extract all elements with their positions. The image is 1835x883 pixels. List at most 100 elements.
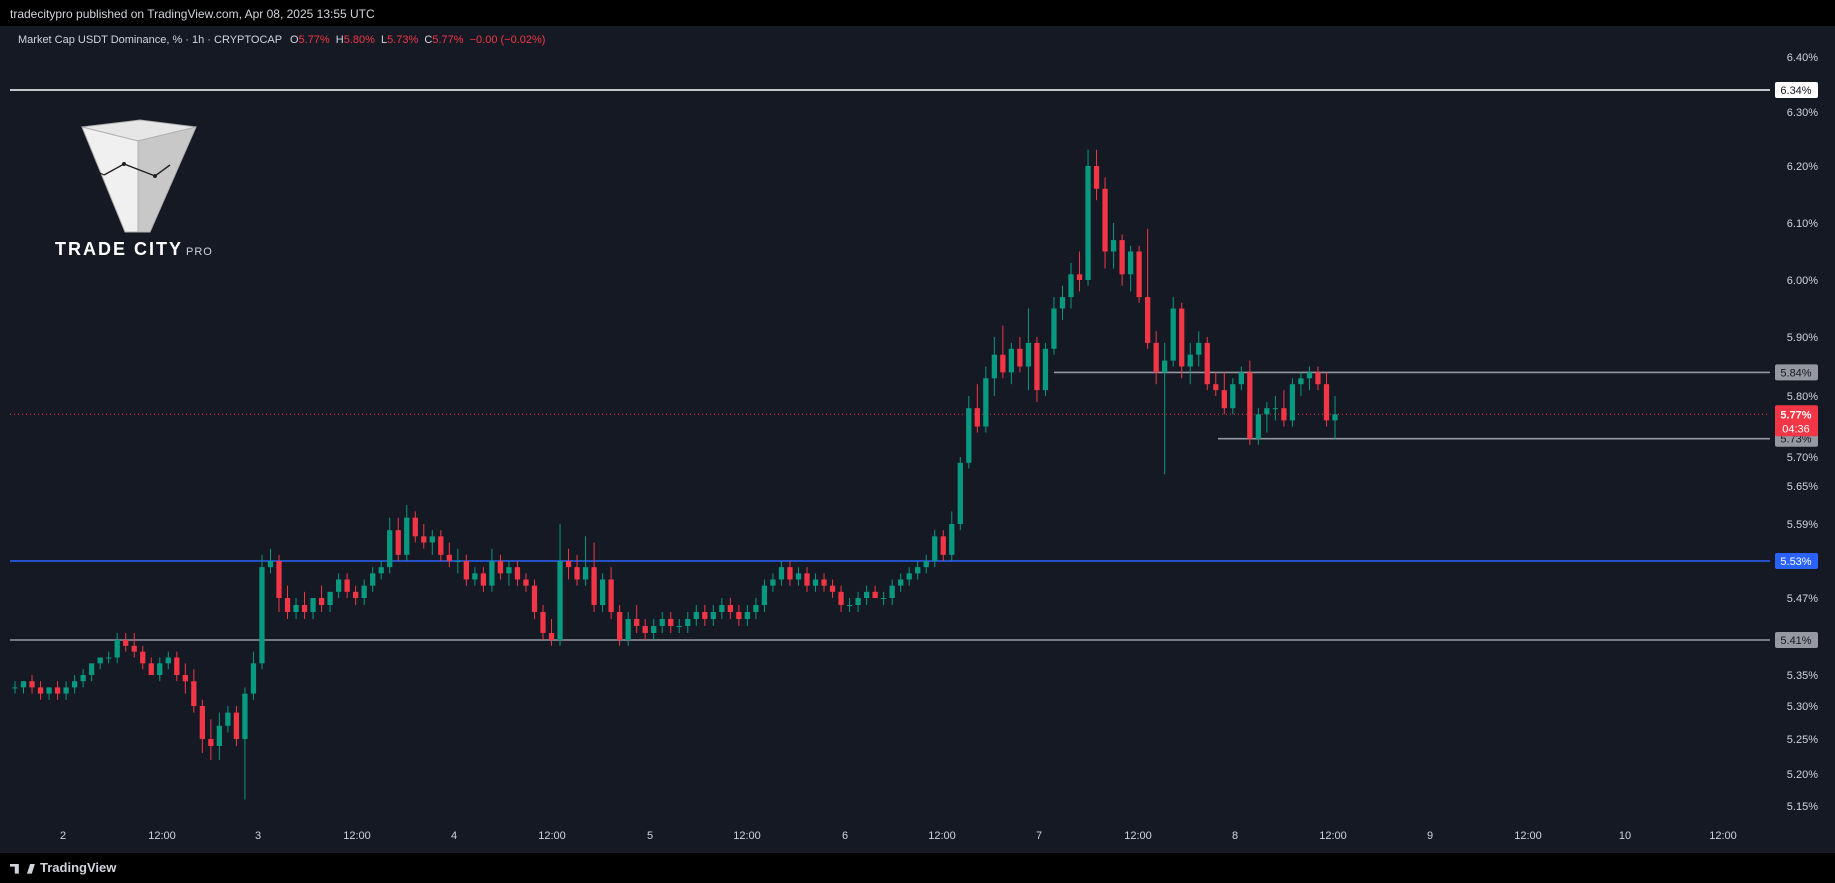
candle bbox=[63, 681, 69, 700]
candle-body bbox=[651, 626, 657, 633]
level-price-label: 5.84% bbox=[1780, 367, 1811, 379]
candle-body bbox=[915, 567, 921, 574]
candle bbox=[983, 366, 989, 433]
x-tick-label: 7 bbox=[1036, 830, 1042, 842]
y-tick-label: 6.40% bbox=[1787, 52, 1818, 64]
candle bbox=[1264, 402, 1270, 433]
symbol-legend: Market Cap USDT Dominance, % · 1h · CRYP… bbox=[18, 34, 545, 46]
candle bbox=[404, 505, 410, 561]
candle bbox=[1230, 378, 1236, 415]
candle bbox=[12, 681, 18, 694]
candle-body bbox=[267, 561, 274, 568]
candle bbox=[1025, 308, 1032, 391]
candle-body bbox=[1179, 308, 1185, 367]
candle bbox=[881, 591, 887, 605]
candle-body bbox=[591, 567, 597, 605]
candle-body bbox=[148, 663, 154, 675]
candle-body bbox=[259, 567, 265, 664]
candle bbox=[131, 633, 137, 658]
candle bbox=[872, 585, 878, 598]
candle-body bbox=[991, 354, 997, 379]
candle bbox=[233, 706, 240, 746]
candle-body bbox=[1000, 354, 1006, 373]
x-tick-label: 12:00 bbox=[733, 830, 761, 842]
candle bbox=[310, 598, 316, 619]
candle-body bbox=[1136, 251, 1142, 298]
candle bbox=[318, 585, 325, 612]
candle-body bbox=[949, 524, 955, 555]
candle-body bbox=[182, 675, 188, 682]
candle-body bbox=[557, 561, 563, 640]
candle bbox=[20, 681, 27, 694]
candle-body bbox=[1153, 342, 1159, 373]
candle bbox=[395, 517, 401, 561]
candle bbox=[387, 517, 393, 574]
candle bbox=[642, 619, 648, 640]
publish-bar: tradecitypro published on TradingView.co… bbox=[0, 0, 1835, 26]
candle bbox=[446, 542, 452, 568]
candle-body bbox=[46, 687, 52, 694]
candle-body bbox=[540, 612, 546, 633]
footer-bar bbox=[0, 853, 1835, 883]
candle bbox=[455, 548, 461, 574]
candle bbox=[1332, 396, 1338, 439]
y-tick-label: 5.25% bbox=[1787, 734, 1818, 746]
level-price-tag bbox=[1775, 553, 1818, 569]
candle-body bbox=[199, 706, 205, 739]
close-value: 5.77% bbox=[432, 34, 464, 46]
candle bbox=[966, 396, 972, 469]
x-tick-label: 12:00 bbox=[538, 830, 566, 842]
candle-body bbox=[889, 585, 895, 598]
candle-body bbox=[642, 626, 648, 633]
candle-body bbox=[378, 567, 384, 574]
candle bbox=[1247, 360, 1253, 445]
candle bbox=[565, 548, 572, 580]
candle bbox=[1085, 149, 1091, 286]
candle bbox=[753, 598, 759, 619]
y-tick-label: 5.65% bbox=[1787, 481, 1818, 493]
candle bbox=[335, 573, 342, 598]
candle bbox=[1017, 337, 1023, 373]
candle bbox=[1323, 372, 1330, 427]
candle bbox=[46, 687, 52, 700]
candle bbox=[514, 561, 521, 586]
candle-body bbox=[736, 612, 742, 619]
candle-body bbox=[1017, 348, 1023, 367]
open-key: O bbox=[289, 34, 299, 46]
tradingview-brand[interactable]: TradingView bbox=[10, 860, 116, 875]
candle-body bbox=[12, 687, 18, 689]
candle bbox=[429, 530, 435, 555]
candle-body bbox=[1162, 360, 1168, 373]
candle bbox=[412, 511, 418, 543]
candle-body bbox=[693, 612, 699, 619]
candle bbox=[761, 579, 768, 612]
level-price-label: 5.73% bbox=[1780, 434, 1811, 446]
watermark-sub: PRO bbox=[186, 246, 213, 258]
candle-body bbox=[361, 585, 367, 598]
candle-body bbox=[744, 612, 751, 619]
candle-body bbox=[29, 681, 35, 688]
watermark-text: TRADE CITY PRO bbox=[55, 239, 213, 260]
high-key: H bbox=[335, 34, 344, 46]
x-tick-label: 12:00 bbox=[1514, 830, 1542, 842]
candle-body bbox=[370, 573, 376, 586]
candle-body bbox=[353, 591, 359, 598]
candle-body bbox=[872, 591, 878, 598]
candle-body bbox=[838, 591, 844, 605]
x-tick-label: 8 bbox=[1232, 830, 1238, 842]
candle-body bbox=[1332, 414, 1338, 421]
candle-body bbox=[131, 645, 137, 652]
x-tick-label: 9 bbox=[1427, 830, 1433, 842]
change-value: −0.00 (−0.02%) bbox=[469, 34, 546, 46]
candle-body bbox=[174, 657, 180, 675]
candle-body bbox=[1187, 354, 1193, 367]
candle-body bbox=[1323, 384, 1330, 421]
candle bbox=[438, 530, 444, 561]
candle bbox=[957, 457, 963, 531]
candle-body bbox=[37, 687, 44, 694]
x-tick-label: 3 bbox=[255, 830, 261, 842]
candle-body bbox=[421, 536, 427, 543]
candle bbox=[1196, 331, 1202, 367]
candle bbox=[114, 633, 120, 664]
